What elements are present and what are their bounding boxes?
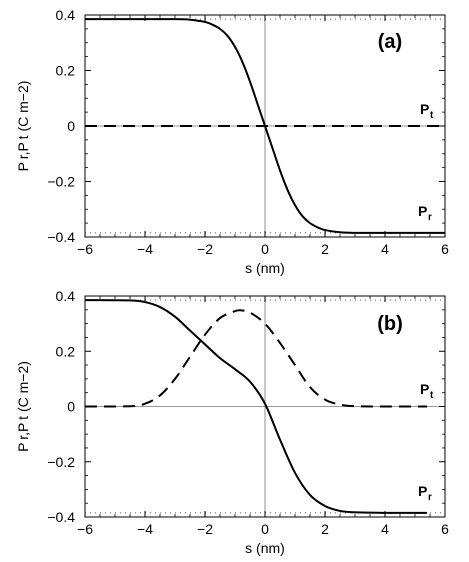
y-tick-label: 0.2 — [56, 63, 76, 79]
x-tick-label: 0 — [261, 521, 269, 537]
curve-label-subscript: r — [428, 492, 432, 503]
curve-label-p-r: P — [418, 203, 427, 219]
x-tick-label: 0 — [261, 241, 269, 257]
y-tick-label: 0.4 — [56, 288, 76, 304]
curve-label-p-r: P — [418, 483, 427, 499]
series-line-p-r — [84, 18, 445, 234]
x-tick-label: 6 — [441, 521, 449, 537]
y-axis-title: P r,P t (C m−2) — [15, 81, 31, 172]
panel-a: −6 −4 −2 0 2 4 6 −0.4 −0.2 0 0.2 0.4 s (nm) P r,P t (… — [15, 7, 449, 276]
curve-label-subscript: t — [430, 110, 434, 121]
panel-label: (b) — [377, 313, 403, 335]
curve-label-subscript: t — [430, 390, 434, 401]
y-tick-label: −0.4 — [47, 509, 75, 525]
y-tick-label: 0 — [67, 118, 75, 134]
y-tick-label: −0.2 — [47, 454, 75, 470]
x-tick-label: 4 — [381, 521, 389, 537]
curve-label-p-t: P — [420, 101, 429, 117]
y-tick-label: 0 — [67, 399, 75, 415]
y-tick-label: 0.2 — [56, 343, 76, 359]
panel-b: −6 −4 −2 0 2 4 6 −0.4 −0.2 0 0.2 0.4 s (nm) P r,P t (… — [15, 288, 449, 556]
x-tick-label: 4 — [381, 241, 389, 257]
x-tick-label: −4 — [137, 521, 153, 537]
curve-label-p-t: P — [420, 381, 429, 397]
y-tick-label: −0.2 — [47, 174, 75, 190]
y-tick-label: 0.4 — [56, 7, 76, 23]
x-tick-label: 2 — [321, 241, 329, 257]
x-axis-title: s (nm) — [245, 540, 285, 556]
x-tick-label: −6 — [77, 521, 93, 537]
series-line-p-t — [84, 309, 428, 408]
x-axis-title: s (nm) — [245, 260, 285, 276]
x-tick-label: −2 — [197, 241, 213, 257]
x-tick-label: −4 — [137, 241, 153, 257]
x-tick-label: 6 — [441, 241, 449, 257]
curve-label-subscript: r — [428, 212, 432, 223]
panel-label: (a) — [378, 31, 402, 53]
x-tick-label: 2 — [321, 521, 329, 537]
x-tick-label: −2 — [197, 521, 213, 537]
x-tick-label: −6 — [77, 241, 93, 257]
series-line-p-r — [84, 299, 428, 514]
y-axis-title: P r,P t (C m−2) — [15, 361, 31, 452]
y-tick-label: −0.4 — [47, 229, 75, 245]
